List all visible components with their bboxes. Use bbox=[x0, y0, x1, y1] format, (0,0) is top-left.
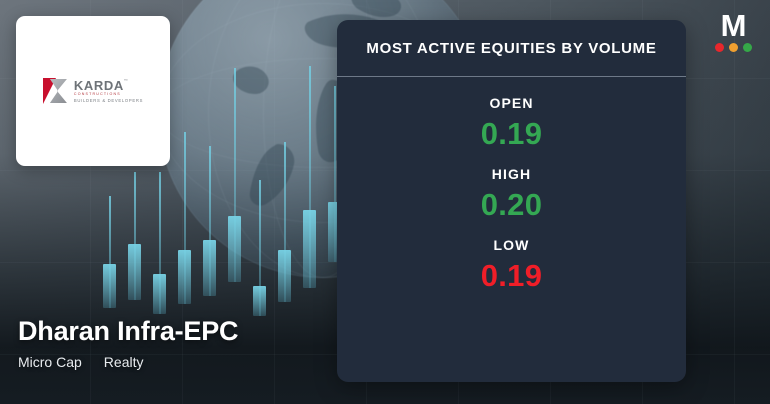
stat-open: OPEN 0.19 bbox=[337, 95, 686, 152]
stats-list: OPEN 0.19 HIGH 0.20 LOW 0.19 bbox=[337, 77, 686, 294]
stat-label: LOW bbox=[493, 237, 530, 253]
stat-label: OPEN bbox=[489, 95, 534, 111]
watermark-letter: M bbox=[720, 8, 747, 43]
candlestick-body bbox=[103, 264, 116, 308]
candlestick bbox=[228, 0, 241, 404]
candlestick-wick bbox=[283, 142, 286, 302]
candlestick-wick bbox=[108, 196, 111, 308]
candlestick-wick bbox=[308, 66, 311, 288]
candlestick bbox=[253, 0, 266, 404]
moneycontrol-watermark: M bbox=[711, 8, 755, 52]
trademark-symbol: ™ bbox=[123, 77, 129, 83]
dot-orange bbox=[728, 42, 738, 52]
tag-market-cap: Micro Cap bbox=[18, 354, 82, 370]
candlestick bbox=[303, 0, 316, 404]
karda-logo: KARDA™ CONSTRUCTIONS BUILDERS & DEVELOPE… bbox=[42, 77, 144, 104]
candlestick-body bbox=[253, 286, 266, 316]
company-tags: Micro Cap Realty bbox=[18, 354, 238, 370]
dot-red bbox=[714, 42, 724, 52]
candlestick-body bbox=[278, 250, 291, 302]
panel-title: MOST ACTIVE EQUITIES BY VOLUME bbox=[366, 39, 657, 57]
tag-sector: Realty bbox=[103, 354, 144, 370]
candlestick-body bbox=[303, 210, 316, 288]
stat-high: HIGH 0.20 bbox=[337, 166, 686, 223]
dot-green bbox=[742, 42, 752, 52]
stat-low: LOW 0.19 bbox=[337, 237, 686, 294]
candlestick bbox=[103, 0, 116, 404]
candlestick-body bbox=[128, 244, 141, 300]
watermark-dots bbox=[711, 42, 755, 52]
candlestick-body bbox=[153, 274, 166, 314]
candlestick-wick bbox=[208, 146, 211, 296]
brand-subtitle: CONSTRUCTIONS bbox=[73, 92, 121, 97]
candlestick-wick bbox=[258, 180, 261, 316]
candlestick-wick bbox=[233, 68, 236, 282]
stat-label: HIGH bbox=[491, 166, 532, 182]
k-monogram-icon bbox=[42, 78, 69, 104]
stat-value: 0.19 bbox=[480, 258, 543, 293]
candlestick-body bbox=[228, 216, 241, 282]
candlestick-wick bbox=[183, 132, 186, 304]
panel-divider bbox=[337, 76, 686, 77]
candlestick bbox=[128, 0, 141, 404]
candlestick-wick bbox=[158, 172, 161, 314]
stats-panel: MOST ACTIVE EQUITIES BY VOLUME OPEN 0.19 H… bbox=[337, 20, 686, 382]
brand-tagline: BUILDERS & DEVELOPERS bbox=[73, 98, 144, 104]
candlestick-wick bbox=[133, 172, 136, 300]
candlestick bbox=[203, 0, 216, 404]
company-logo-card: KARDA™ CONSTRUCTIONS BUILDERS & DEVELOPE… bbox=[16, 16, 170, 166]
candlestick bbox=[178, 0, 191, 404]
company-block: Dharan Infra-EPC Micro Cap Realty bbox=[18, 316, 239, 370]
brand-name: KARDA™ bbox=[73, 77, 129, 93]
stat-value: 0.19 bbox=[480, 116, 543, 151]
company-name: Dharan Infra-EPC bbox=[18, 316, 239, 346]
candlestick bbox=[153, 0, 166, 404]
candlestick-wick bbox=[333, 86, 336, 262]
candlestick bbox=[278, 0, 291, 404]
stat-value: 0.20 bbox=[480, 187, 543, 222]
candlestick-body bbox=[203, 240, 216, 296]
candlestick-body bbox=[178, 250, 191, 304]
